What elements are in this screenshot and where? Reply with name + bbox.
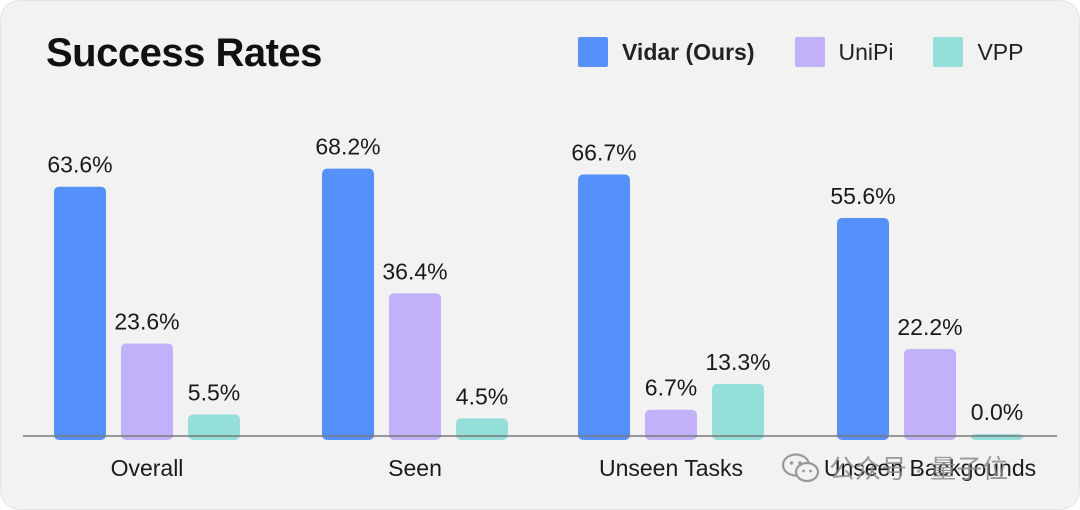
data-label-unipi-seen: 36.4%	[382, 258, 447, 284]
data-label-unipi-overall: 23.6%	[114, 308, 179, 334]
watermark: 公众号 · 量子位	[781, 449, 1008, 486]
data-label-unipi-unseen-backgounds: 22.2%	[897, 314, 962, 340]
data-label-vpp-unseen-backgounds: 0.0%	[971, 399, 1023, 425]
legend-swatch-vpp	[933, 37, 964, 67]
data-label-vidar-ours-unseen-backgounds: 55.6%	[830, 183, 895, 209]
data-label-vidar-ours-overall: 63.6%	[47, 152, 112, 178]
bar-unipi-seen	[389, 293, 441, 440]
bar-vpp-overall	[188, 414, 240, 440]
legend-swatch-unipi	[794, 37, 825, 67]
bar-vpp-unseen-tasks	[712, 383, 764, 440]
data-label-unipi-unseen-tasks: 6.7%	[645, 375, 697, 401]
bar-unipi-overall	[121, 343, 173, 440]
legend-item-vidar: Vidar (Ours)	[578, 37, 755, 67]
x-tick-label-overall: Overall	[111, 455, 184, 481]
x-tick-label-unseen-backgounds: Unseen Backgounds	[824, 455, 1036, 481]
bar-vidar-ours-unseen-backgounds	[837, 218, 889, 440]
bar-vpp-unseen-backgounds	[971, 434, 1023, 440]
x-tick-label-seen: Seen	[388, 455, 442, 481]
legend-label-vpp: VPP	[977, 38, 1024, 65]
chart-title: Success Rates	[46, 31, 322, 75]
data-label-vidar-ours-seen: 68.2%	[315, 134, 380, 160]
bar-vidar-ours-unseen-tasks	[578, 174, 630, 440]
bar-vidar-ours-seen	[322, 168, 374, 440]
data-label-vpp-seen: 4.5%	[456, 383, 508, 409]
bar-vpp-seen	[456, 418, 508, 440]
chart-legend: Vidar (Ours) UniPi VPP	[578, 37, 1024, 67]
legend-label-unipi: UniPi	[838, 38, 894, 65]
bar-unipi-unseen-tasks	[645, 409, 697, 440]
x-tick-label-unseen-tasks: Unseen Tasks	[599, 455, 743, 481]
legend-swatch-vidar	[578, 37, 608, 67]
data-label-vpp-unseen-tasks: 13.3%	[705, 349, 770, 375]
watermark-text: 公众号 · 量子位	[829, 454, 1009, 484]
wechat-icon	[781, 452, 820, 482]
bar-unipi-unseen-backgounds	[904, 348, 956, 440]
bar-vidar-ours-overall	[54, 186, 106, 440]
data-label-vidar-ours-unseen-tasks: 66.7%	[571, 140, 636, 166]
legend-item-unipi: UniPi	[794, 37, 894, 67]
legend-item-vpp: VPP	[933, 37, 1024, 67]
legend-label-vidar: Vidar (Ours)	[622, 38, 755, 65]
data-label-vpp-overall: 5.5%	[188, 379, 240, 405]
